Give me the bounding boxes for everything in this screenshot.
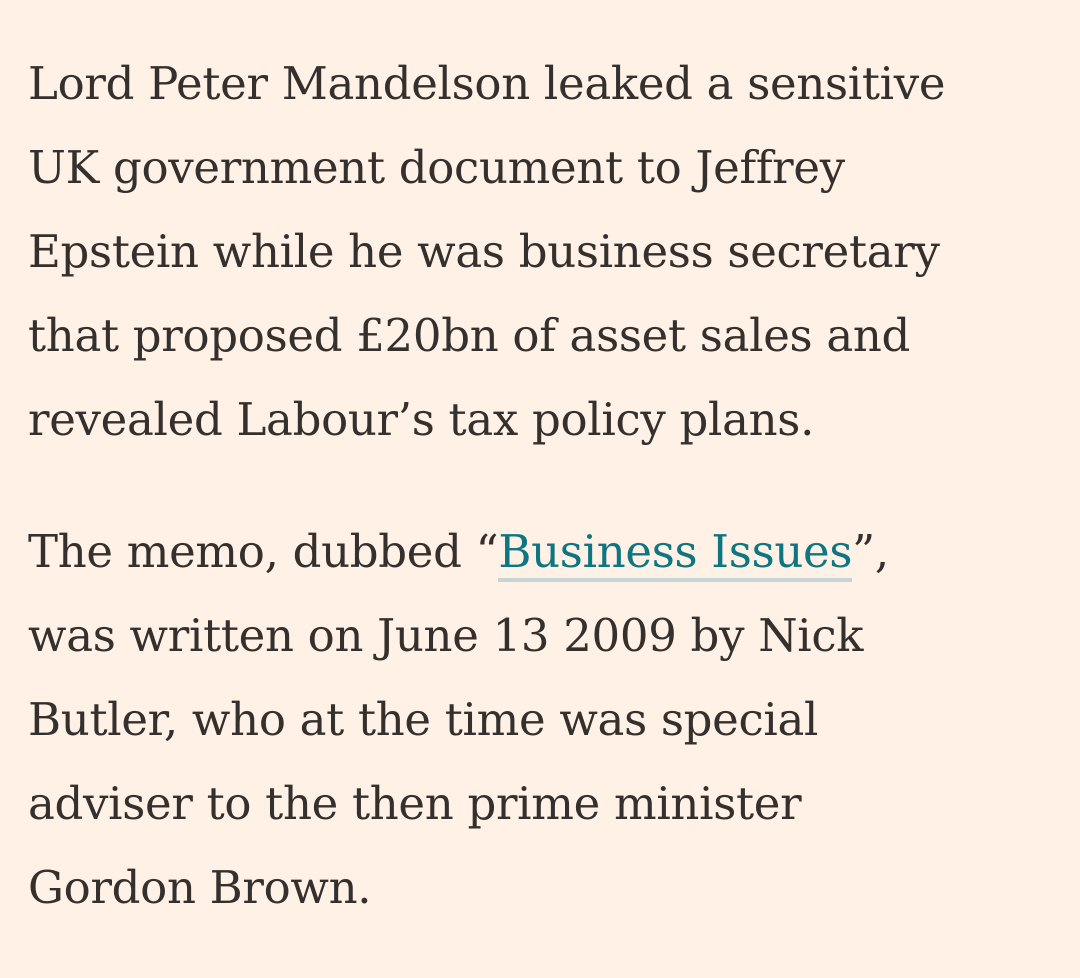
business-issues-link[interactable]: Business Issues [498,525,852,582]
article-body: Lord Peter Mandelson leaked a sensitive … [28,42,1058,930]
paragraph-mandelson-leak: Lord Peter Mandelson leaked a sensitive … [28,42,1058,462]
text-before-link: The memo, dubbed “ [28,525,499,578]
text-line: Gordon Brown. [28,861,372,914]
text-line-with-link: The memo, dubbed “Business Issues”, [28,510,1058,594]
text-line: Butler, who at the time was special [28,693,819,746]
text-line: that proposed £20bn of asset sales and [28,309,911,362]
text-line: Lord Peter Mandelson leaked a sensitive [28,57,946,110]
text-line: UK government document to Jeffrey [28,141,845,194]
text-line: Epstein while he was business secretary [28,225,940,278]
text-line: was written on June 13 2009 by Nick [28,609,864,662]
text-line: adviser to the then prime minister [28,777,802,830]
text-after-link: ”, [852,525,889,578]
text-line: revealed Labour’s tax policy plans. [28,393,815,446]
paragraph-memo-details: The memo, dubbed “Business Issues”, was … [28,510,1058,930]
